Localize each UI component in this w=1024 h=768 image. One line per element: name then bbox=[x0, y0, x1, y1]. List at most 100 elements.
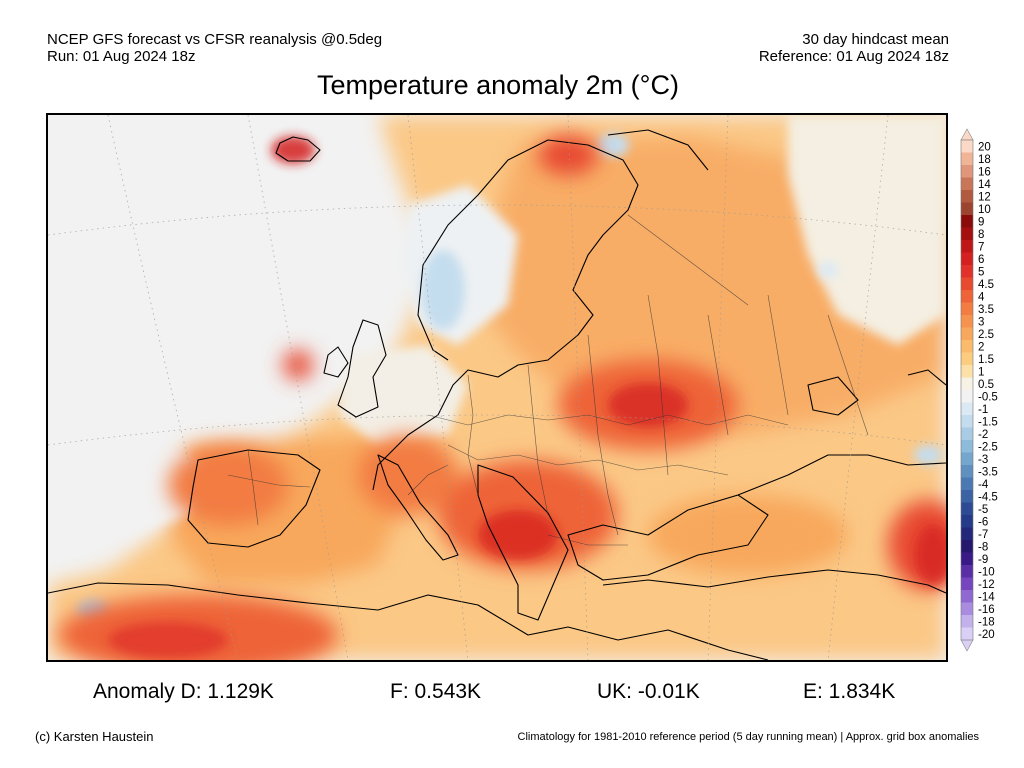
colorbar-swatch bbox=[961, 340, 973, 353]
colorbar-swatch bbox=[961, 515, 973, 528]
colorbar-arrow-min bbox=[960, 639, 974, 652]
colorbar-label: -3.5 bbox=[978, 466, 998, 478]
reference-time: Reference: 01 Aug 2024 18z bbox=[758, 48, 949, 65]
model-description: NCEP GFS forecast vs CFSR reanalysis @0.… bbox=[47, 31, 383, 48]
colorbar-label: 4 bbox=[978, 291, 985, 303]
country-borders bbox=[227, 214, 869, 546]
colorbar-swatch bbox=[961, 477, 973, 491]
colorbar-swatch bbox=[961, 140, 973, 153]
colorbar-label: 18 bbox=[978, 154, 991, 166]
colorbar-label: -18 bbox=[978, 616, 995, 628]
colorbar-arrow-max bbox=[960, 128, 974, 141]
colorbar-label: -12 bbox=[978, 579, 995, 591]
run-time: Run: 01 Aug 2024 18z bbox=[47, 48, 196, 65]
colorbar-label: -10 bbox=[978, 566, 995, 578]
colorbar-label: 8 bbox=[978, 229, 984, 241]
anomaly-map bbox=[46, 113, 948, 662]
colorbar-label: 14 bbox=[978, 179, 991, 191]
colorbar-label: 12 bbox=[978, 191, 991, 203]
anomaly-uk-value: UK: -0.01K bbox=[597, 680, 700, 703]
colorbar-swatch bbox=[961, 327, 973, 341]
colorbar-label: -0.5 bbox=[978, 391, 998, 403]
colorbar-label: -4 bbox=[978, 479, 989, 491]
colorbar-label: 20 bbox=[978, 141, 991, 153]
colorbar-label: -4.5 bbox=[978, 491, 998, 503]
hindcast-description: 30 day hindcast mean bbox=[802, 31, 949, 48]
colorbar-label: 3 bbox=[978, 316, 984, 328]
colorbar-label: -20 bbox=[978, 629, 995, 641]
colorbar-swatch bbox=[961, 377, 973, 391]
colorbar-swatch bbox=[961, 552, 973, 566]
colorbar-label: -1.5 bbox=[978, 416, 998, 428]
colorbar-legend: 201816141210987654.543.532.521.510.5-0.5… bbox=[960, 128, 998, 652]
colorbar-swatch bbox=[961, 452, 973, 466]
colorbar-swatch bbox=[961, 227, 973, 241]
climatology-note: Climatology for 1981-2010 reference peri… bbox=[517, 731, 979, 743]
colorbar-swatch bbox=[961, 415, 973, 428]
colorbar-label: 9 bbox=[978, 216, 984, 228]
colorbar-label: 4.5 bbox=[978, 279, 994, 291]
colorbar-swatch bbox=[961, 540, 973, 553]
copyright: (c) Karsten Haustein bbox=[35, 729, 154, 744]
colorbar-swatch bbox=[961, 577, 973, 591]
colorbar-label: -8 bbox=[978, 541, 988, 553]
colorbar-label: 0.5 bbox=[978, 379, 994, 391]
colorbar-frame bbox=[960, 139, 974, 641]
colorbar-swatch bbox=[961, 390, 973, 403]
colorbar-swatch bbox=[961, 165, 973, 178]
colorbar-swatch bbox=[961, 365, 973, 378]
colorbar-label: 3.5 bbox=[978, 304, 994, 316]
colorbar-swatch bbox=[961, 590, 973, 603]
colorbar-swatch bbox=[961, 152, 973, 166]
colorbar-swatch bbox=[961, 265, 973, 278]
colorbar-label: 2.5 bbox=[978, 329, 994, 341]
colorbar-swatch bbox=[961, 502, 973, 516]
colorbar-label: -3 bbox=[978, 454, 988, 466]
colorbar-label: -1 bbox=[978, 404, 988, 416]
colorbar-label: -14 bbox=[978, 591, 995, 603]
colorbar-label: 10 bbox=[978, 204, 991, 216]
colorbar-swatch bbox=[961, 240, 973, 253]
graticule bbox=[48, 115, 946, 660]
map-title: Temperature anomaly 2m (°C) bbox=[317, 70, 679, 100]
colorbar-swatch bbox=[961, 527, 973, 541]
colorbar-swatch bbox=[961, 252, 973, 266]
colorbar-label: -9 bbox=[978, 554, 988, 566]
colorbar-swatch bbox=[961, 202, 973, 216]
colorbar-swatch bbox=[961, 177, 973, 191]
colorbar-swatch bbox=[961, 427, 973, 441]
anomaly-f-value: F: 0.543K bbox=[390, 680, 482, 703]
colorbar-swatch bbox=[961, 565, 973, 578]
colorbar-swatch bbox=[961, 302, 973, 316]
colorbar-swatch bbox=[961, 490, 973, 503]
colorbar-swatch bbox=[961, 315, 973, 328]
colorbar-swatch bbox=[961, 290, 973, 303]
colorbar-label: 2 bbox=[978, 341, 984, 353]
colorbar-swatch bbox=[961, 440, 973, 453]
anomaly-d-value: Anomaly D: 1.129K bbox=[93, 680, 274, 703]
colorbar-swatch bbox=[961, 627, 973, 641]
colorbar-label: -2 bbox=[978, 429, 988, 441]
colorbar-swatch bbox=[961, 615, 973, 628]
colorbar-label: 5 bbox=[978, 266, 984, 278]
colorbar-label: 16 bbox=[978, 166, 991, 178]
colorbar-swatch bbox=[961, 402, 973, 416]
colorbar-label: -16 bbox=[978, 604, 995, 616]
colorbar-label: -5 bbox=[978, 504, 988, 516]
colorbar-swatch bbox=[961, 465, 973, 478]
colorbar-label: -7 bbox=[978, 529, 988, 541]
anomaly-e-value: E: 1.834K bbox=[803, 680, 896, 703]
colorbar-swatch bbox=[961, 277, 973, 291]
colorbar-label: -2.5 bbox=[978, 441, 998, 453]
colorbar-swatch bbox=[961, 190, 973, 203]
anomaly-fill-peak bbox=[108, 136, 946, 658]
colorbar-label: -6 bbox=[978, 516, 988, 528]
coastlines bbox=[48, 129, 946, 660]
colorbar-swatch bbox=[961, 215, 973, 228]
colorbar-swatch bbox=[961, 602, 973, 616]
colorbar-label: 1 bbox=[978, 366, 984, 378]
colorbar-swatch bbox=[961, 352, 973, 366]
colorbar-label: 6 bbox=[978, 254, 984, 266]
colorbar-label: 1.5 bbox=[978, 354, 994, 366]
colorbar-label: 7 bbox=[978, 241, 984, 253]
